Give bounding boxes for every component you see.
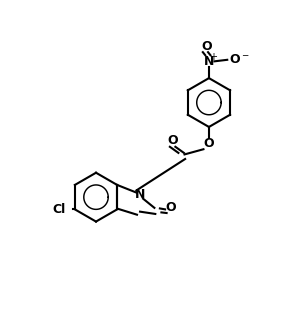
Text: Cl: Cl [52,203,66,216]
Text: O: O [165,201,176,214]
Text: N: N [204,55,214,68]
Text: +: + [209,52,217,62]
Text: O$^-$: O$^-$ [229,53,249,66]
Text: N: N [135,188,145,201]
Text: O: O [167,134,178,147]
Text: O: O [204,137,214,150]
Text: O: O [201,39,212,52]
